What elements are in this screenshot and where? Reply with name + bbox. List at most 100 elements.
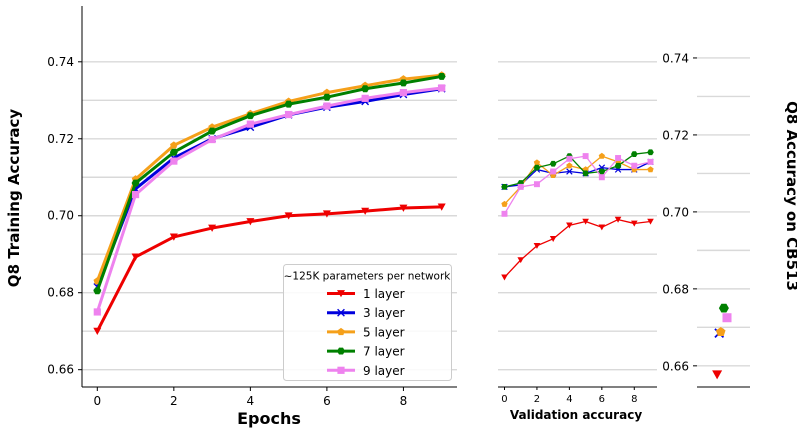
validation-point-9-layer	[598, 174, 605, 181]
validation-point-1-layer	[630, 220, 638, 227]
validation-line-7-layer	[504, 151, 651, 188]
training-point-9-layer	[93, 308, 101, 316]
validation-point-7-layer	[533, 164, 541, 171]
training-x-tick-label: 4	[247, 394, 255, 408]
legend-marker-1-layer	[337, 290, 345, 298]
training-point-9-layer	[285, 110, 293, 119]
training-point-9-layer	[361, 94, 369, 102]
cb513-point-5-layer	[716, 326, 726, 337]
cb513-y-axis-label: Q8 Accuracy on CB513	[783, 101, 797, 291]
training-point-9-layer	[131, 190, 140, 199]
validation-point-9-layer	[550, 168, 557, 175]
training-line-5-layer	[95, 73, 442, 282]
validation-point-9-layer	[533, 181, 540, 188]
legend-label-1-layer: 1 layer	[363, 287, 405, 301]
training-x-tick-label: 2	[170, 394, 178, 408]
training-point-9-layer	[438, 84, 446, 92]
validation-axes: 0 2 4 6 8	[498, 386, 657, 405]
training-point-9-layer	[208, 135, 216, 144]
validation-point-3-layer	[566, 168, 573, 175]
legend-label-5-layer: 5 layer	[363, 325, 405, 339]
validation-point-7-layer	[630, 151, 638, 158]
training-line-7-layer	[95, 74, 442, 292]
validation-point-1-layer	[501, 274, 508, 281]
validation-point-5-layer	[501, 200, 508, 207]
training-axes: 0.66 0.68 0.70 0.72 0.74 0 2 4 6 8	[47, 6, 457, 408]
validation-series-lines	[501, 149, 654, 281]
cb513-y-tick-label: 0.72	[662, 128, 689, 142]
validation-point-9-layer	[517, 183, 524, 190]
validation-point-7-layer	[501, 184, 508, 190]
training-point-1-layer	[131, 253, 140, 261]
validation-point-9-layer	[582, 153, 589, 160]
validation-x-tick-label: 4	[566, 394, 572, 405]
validation-point-1-layer	[598, 224, 606, 231]
cb513-y-tick-label: 0.66	[662, 359, 689, 373]
validation-point-9-layer	[501, 210, 508, 217]
training-point-1-layer	[437, 203, 446, 211]
training-point-1-layer	[322, 210, 331, 218]
validation-point-7-layer	[598, 168, 606, 175]
training-point-9-layer	[323, 102, 331, 110]
training-point-7-layer	[322, 93, 331, 101]
legend-label-9-layer: 9 layer	[363, 364, 405, 378]
validation-line-9-layer	[503, 155, 651, 215]
validation-point-7-layer	[582, 170, 589, 177]
cb513-point-1-layer	[712, 370, 723, 380]
training-line-9-layer	[95, 86, 442, 313]
validation-gridlines	[498, 61, 657, 371]
validation-line-1-layer	[504, 218, 651, 278]
cb513-gridlines	[697, 57, 750, 367]
training-point-7-layer	[437, 72, 446, 80]
legend-marker-7-layer	[337, 347, 345, 355]
training-x-axis-label: Epochs	[237, 409, 301, 428]
training-point-1-layer	[169, 233, 178, 241]
legend-title: ~125K parameters per network	[284, 271, 452, 283]
training-point-7-layer	[131, 179, 140, 187]
training-y-tick-label: 0.70	[47, 209, 74, 223]
validation-point-7-layer	[549, 160, 557, 167]
training-point-9-layer	[246, 120, 254, 128]
training-point-1-layer	[208, 224, 217, 232]
training-x-tick-label: 0	[93, 394, 101, 408]
training-x-tick-label: 8	[400, 394, 408, 408]
training-point-1-layer	[246, 218, 255, 226]
validation-point-1-layer	[533, 242, 541, 249]
legend-box	[283, 264, 452, 381]
validation-x-tick-label: 6	[599, 394, 605, 405]
cb513-axes: 0.66 0.68 0.70 0.72 0.74	[662, 51, 750, 388]
legend: ~125K parameters per network 1 layer 3 la…	[283, 264, 452, 381]
validation-x-tick-label: 8	[631, 394, 637, 405]
validation-line-3-layer	[504, 161, 651, 188]
training-point-7-layer	[93, 287, 102, 295]
legend-marker-5-layer	[337, 327, 345, 336]
training-point-7-layer	[246, 112, 255, 120]
validation-point-9-layer	[615, 155, 622, 161]
validation-point-1-layer	[566, 222, 573, 229]
training-accuracy-panel: 0.66 0.68 0.70 0.72 0.74 0 2 4 6 8 Epochs Q8 Trai…	[5, 6, 457, 428]
training-point-7-layer	[284, 100, 293, 108]
cb513-y-tick-label: 0.74	[662, 51, 689, 65]
legend-marker-3-layer	[337, 308, 345, 317]
training-point-5-layer	[170, 141, 178, 149]
validation-point-5-layer	[647, 166, 654, 173]
training-point-9-layer	[399, 88, 408, 97]
validation-point-5-layer	[598, 152, 605, 159]
validation-point-1-layer	[582, 218, 589, 225]
training-y-tick-label: 0.66	[47, 363, 74, 377]
validation-point-1-layer	[647, 218, 654, 225]
cb513-point-9-layer	[722, 313, 732, 323]
legend-label-3-layer: 3 layer	[363, 306, 405, 320]
training-x-tick-label: 6	[323, 394, 331, 408]
training-line-3-layer	[95, 87, 442, 288]
validation-point-7-layer	[647, 149, 654, 156]
validation-point-9-layer	[566, 155, 573, 162]
training-point-1-layer	[361, 207, 370, 215]
training-point-7-layer	[399, 79, 408, 87]
legend-marker-9-layer	[337, 366, 345, 374]
validation-x-tick-label: 0	[501, 394, 507, 405]
validation-point-1-layer	[549, 236, 557, 242]
training-point-1-layer	[284, 212, 293, 220]
training-y-tick-label: 0.68	[47, 286, 74, 300]
